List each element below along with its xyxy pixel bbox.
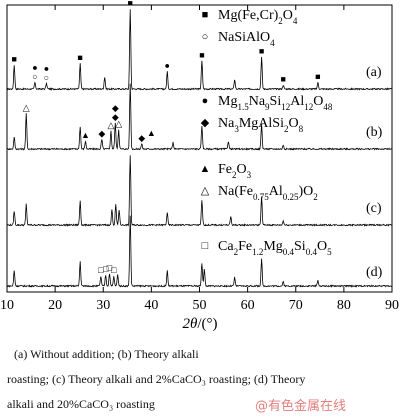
peak-marker: □ — [111, 265, 117, 275]
legend-symbol: ○ — [202, 31, 209, 43]
peak-marker: ▲ — [147, 128, 156, 138]
peak-marker: ■ — [12, 54, 17, 64]
x-tick-label: 80 — [337, 298, 351, 313]
legend-formula: Na(Fe0.75Al0.25)O2 — [218, 184, 318, 202]
peak-marker: ● — [44, 63, 49, 73]
peak-marker: △ — [115, 119, 122, 129]
pattern-label-c: (c) — [366, 201, 382, 216]
xrd-pattern-d — [6, 215, 393, 288]
legend-formula: Fe2O3 — [218, 162, 252, 180]
x-tick-label: 40 — [144, 298, 158, 313]
xrd-pattern-a — [6, 9, 393, 91]
peak-marker: ● — [165, 60, 170, 70]
legend-symbol: ● — [202, 95, 209, 107]
peak-marker: ■ — [259, 46, 264, 56]
legend-symbol: △ — [201, 185, 210, 197]
x-tick-label: 50 — [193, 298, 207, 313]
x-tick-label: 60 — [241, 298, 255, 313]
legend-symbol: ■ — [202, 9, 209, 21]
peak-marker: ○ — [32, 72, 37, 82]
peak-marker: △ — [23, 102, 30, 112]
peak-marker: □ — [98, 265, 104, 275]
peak-marker: □ — [103, 264, 109, 274]
peak-marker: ■ — [199, 50, 204, 60]
x-tick-label: 10 — [0, 298, 14, 313]
caption-line-3: alkali and 20%CaCO₃ roasting — [7, 397, 155, 411]
pattern-label-d: (d) — [366, 265, 383, 280]
peak-marker: △ — [107, 120, 114, 130]
x-tick-label: 30 — [96, 298, 110, 313]
legend-symbol: ▲ — [200, 163, 211, 175]
x-axis-label-symbol: 2θ — [182, 316, 198, 332]
legend-formula: Mg(Fe,Cr)2O4 — [218, 8, 298, 26]
xrd-pattern-b — [6, 83, 393, 151]
xrd-chart: (a)(b)(c)(d) ■○●○●■■●■ ■■ ■△▲ ◆△◆◆△◆ ▲□ □□□ ■… — [0, 0, 399, 332]
legend-formula: NaSiAlO4 — [218, 30, 275, 48]
peak-marker: ◆ — [138, 133, 145, 143]
legend-formula: Mg1.5Na9Si12Al12O48 — [218, 94, 333, 112]
peak-marker: ○ — [44, 72, 49, 82]
legend-formula: Na3MgAlSi2O8 — [218, 116, 304, 134]
x-axis-label: 2θ/(°) — [182, 316, 217, 332]
legend-symbol: ◆ — [201, 117, 210, 129]
peak-marker: ▲ — [81, 130, 90, 140]
x-tick-label: 20 — [48, 298, 62, 313]
peak-marker: ■ — [127, 0, 132, 8]
peak-marker: ■ — [281, 74, 286, 84]
pattern-label-a: (a) — [366, 65, 382, 80]
peak-marker: ◆ — [112, 103, 119, 113]
caption-line-1: (a) Without addition; (b) Theory alkali — [14, 347, 199, 361]
peak-marker: ■ — [77, 52, 82, 62]
legend-symbol: □ — [202, 240, 209, 252]
peak-marker: ◆ — [98, 128, 105, 138]
pattern-label-b: (b) — [366, 125, 383, 140]
xrd-pattern-c — [6, 155, 393, 227]
peak-marker: ■ — [315, 72, 320, 82]
legend-formula: Ca2Fe1.2Mg0.4Si0.4O5 — [218, 239, 332, 257]
caption-line-2: roasting; (c) Theory alkali and 2%CaCO₃ … — [7, 372, 306, 386]
x-tick-label: 70 — [289, 298, 303, 313]
peak-marker: ● — [32, 63, 37, 73]
x-tick-label: 90 — [385, 298, 399, 313]
peak-marker: ◆ — [112, 112, 119, 122]
watermark: @有色金属在线 — [255, 399, 347, 414]
peak-marker: □ — [107, 262, 113, 272]
x-axis-label-unit: /(°) — [197, 316, 217, 332]
